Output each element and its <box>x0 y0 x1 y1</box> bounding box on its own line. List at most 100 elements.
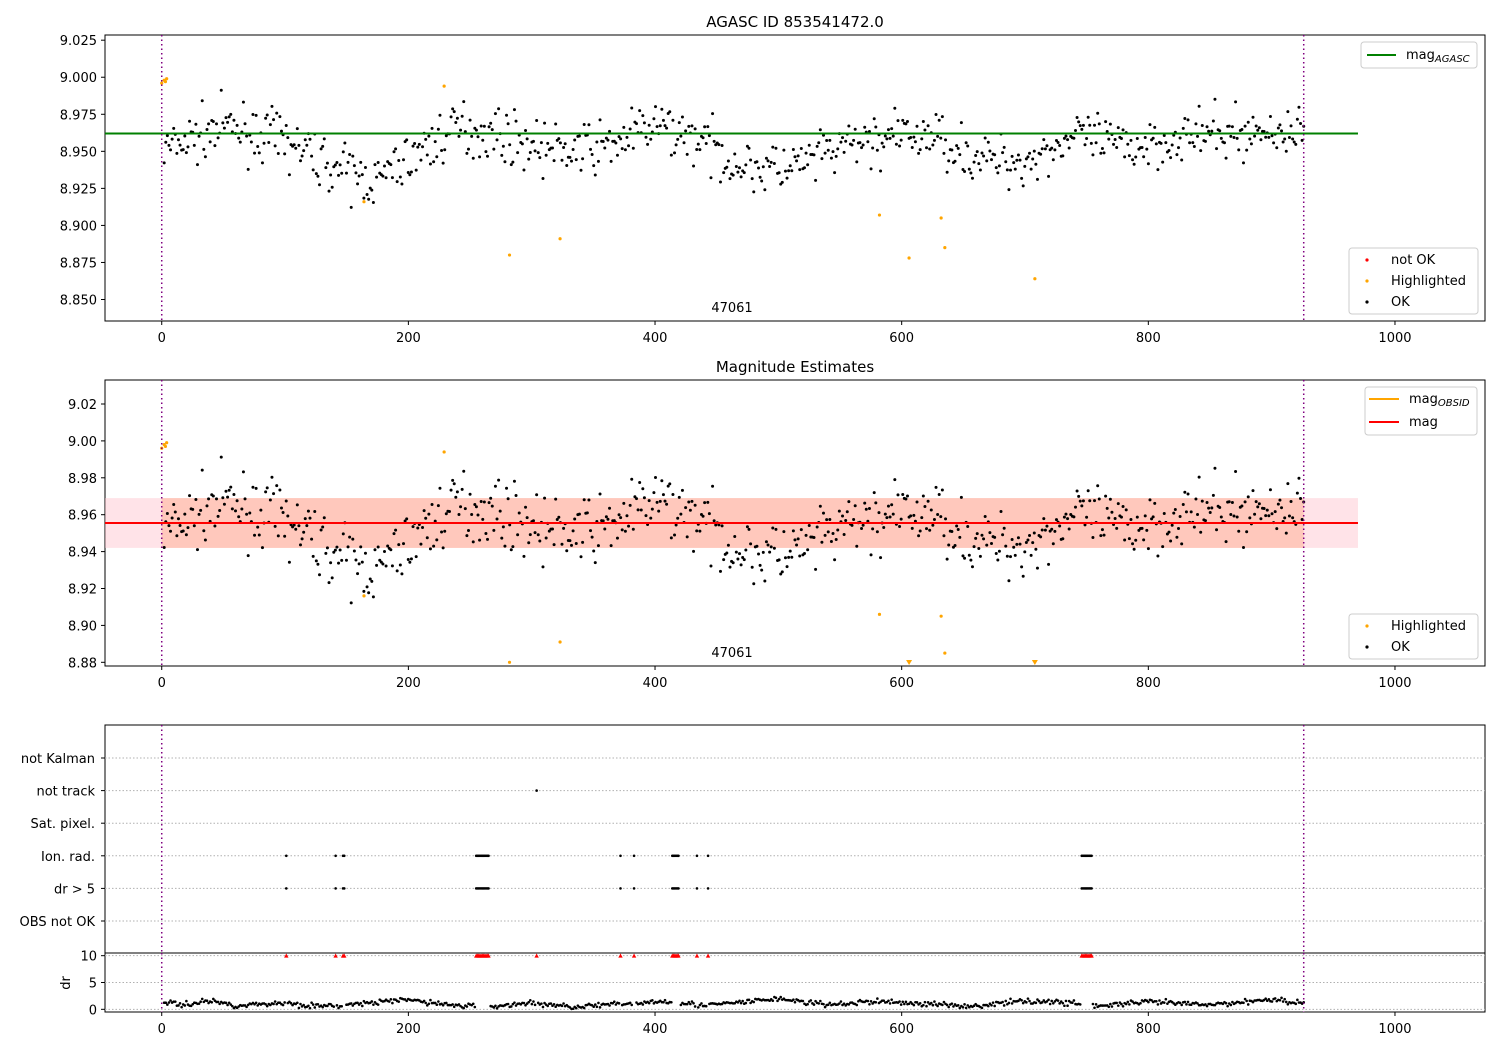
dr-point <box>231 1004 234 1008</box>
dr-point <box>530 1002 534 1006</box>
ok-point <box>1245 148 1249 152</box>
ok-point <box>305 524 309 528</box>
ok-point <box>986 140 990 144</box>
ok-point <box>818 504 822 508</box>
highlighted-point <box>507 253 512 257</box>
flag-point <box>632 854 636 858</box>
ok-point <box>978 168 982 172</box>
dr-clipped-marker <box>534 953 539 958</box>
highlighted-below-range-marker <box>906 660 913 665</box>
dr-point <box>690 1000 694 1003</box>
ok-point <box>275 111 279 115</box>
category-label: dr > 5 <box>54 882 95 897</box>
ok-point <box>891 134 895 138</box>
dr-point <box>173 1000 177 1003</box>
dr-point <box>839 1000 843 1003</box>
magnitude-legend-upper: magOBSID mag <box>1364 386 1478 436</box>
dr-point <box>792 998 795 1001</box>
ok-point <box>1050 146 1054 150</box>
ok-point <box>1081 499 1085 503</box>
ok-point <box>1015 542 1019 546</box>
ok-point <box>392 532 396 536</box>
ok-point <box>823 533 827 537</box>
dr-point <box>370 1000 374 1003</box>
dr-point <box>183 1004 187 1007</box>
ok-point <box>718 180 722 184</box>
ok-point <box>658 124 662 128</box>
ok-point <box>1175 535 1179 539</box>
ok-point <box>205 127 209 131</box>
ok-point <box>267 141 271 145</box>
dr-point <box>167 1001 171 1004</box>
ok-point <box>663 499 667 503</box>
ok-point <box>497 107 501 111</box>
ok-point <box>498 509 502 513</box>
ok-point <box>647 123 651 127</box>
dr-point <box>1028 999 1031 1003</box>
agasc-legend-upper-box <box>1360 41 1478 69</box>
ok-point <box>373 163 377 167</box>
flag-point <box>632 887 636 890</box>
ok-point <box>346 545 350 549</box>
ok-point <box>940 488 944 492</box>
ok-point <box>685 535 689 539</box>
ok-point <box>898 144 902 148</box>
dr-point <box>647 1001 651 1005</box>
dr-point <box>882 999 886 1002</box>
ok-point <box>543 121 547 125</box>
ok-point <box>974 154 978 158</box>
agasc-legend-not-ok: not OK <box>1391 253 1436 268</box>
ok-point <box>1088 499 1092 503</box>
ok-point <box>243 497 247 501</box>
dr-point <box>777 997 781 1001</box>
dr-point <box>901 1000 905 1004</box>
ok-point <box>799 528 803 532</box>
ok-point <box>669 536 673 540</box>
ok-point <box>641 487 645 491</box>
highlighted-marker-icon <box>1365 624 1369 628</box>
ok-point <box>1224 156 1228 160</box>
ok-point <box>203 155 207 159</box>
ok-point <box>688 508 692 512</box>
magnitude-x-ticks: 0 200 400 600 800 1000 <box>158 666 1412 691</box>
dr-point <box>972 1004 976 1008</box>
ok-point <box>1213 466 1217 470</box>
ok-point <box>921 494 925 498</box>
y-tick-label: 8.875 <box>60 256 97 271</box>
ok-point <box>1001 151 1005 155</box>
ok-point <box>481 517 485 521</box>
ok-point <box>1281 140 1285 144</box>
ok-point <box>634 122 638 126</box>
ok-point <box>1016 153 1020 157</box>
dr-point <box>1059 1000 1063 1003</box>
dr-clipped-marker <box>1089 953 1094 958</box>
dr-point <box>1131 1000 1134 1003</box>
ok-point <box>421 145 425 149</box>
ok-point <box>931 523 935 527</box>
ok-point <box>1010 537 1014 541</box>
x-tick-label: 0 <box>158 676 166 691</box>
dr-point <box>1066 1004 1069 1007</box>
ok-point <box>427 134 431 138</box>
ok-point <box>677 495 681 499</box>
ok-point <box>836 147 840 151</box>
ok-point <box>216 514 220 518</box>
dr-point <box>321 1005 324 1009</box>
y-tick-label: 0 <box>89 1003 97 1018</box>
ok-point <box>214 497 218 501</box>
dr-point <box>1296 998 1299 1002</box>
ok-point <box>1284 149 1288 153</box>
ok-point <box>433 140 437 144</box>
ok-point <box>416 526 420 530</box>
ok-point <box>1211 119 1215 123</box>
ok-point <box>390 176 394 180</box>
ok-point <box>360 173 364 177</box>
ok-point <box>191 507 195 511</box>
ok-point <box>898 524 902 528</box>
ok-point <box>538 156 542 160</box>
dr-point <box>1078 1003 1082 1006</box>
ok-point <box>306 509 310 513</box>
ok-point <box>352 164 356 168</box>
ok-point <box>777 558 781 562</box>
ok-point <box>682 141 686 145</box>
